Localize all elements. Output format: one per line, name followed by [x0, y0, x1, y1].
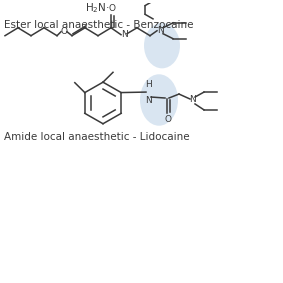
Text: N: N: [189, 95, 195, 104]
Text: N: N: [156, 26, 163, 35]
Text: O: O: [164, 115, 171, 124]
Ellipse shape: [144, 23, 180, 68]
Text: O: O: [61, 27, 68, 36]
Text: Ester local anaesthetic - Benzocaine: Ester local anaesthetic - Benzocaine: [4, 20, 194, 30]
Text: N: N: [121, 30, 127, 39]
Text: N: N: [146, 96, 152, 105]
Text: H: H: [146, 80, 152, 89]
Text: O: O: [108, 4, 115, 13]
Ellipse shape: [140, 74, 178, 126]
Text: Amide local anaesthetic - Lidocaine: Amide local anaesthetic - Lidocaine: [4, 132, 190, 142]
Text: $\mathregular{H_2N}$·: $\mathregular{H_2N}$·: [85, 1, 110, 15]
